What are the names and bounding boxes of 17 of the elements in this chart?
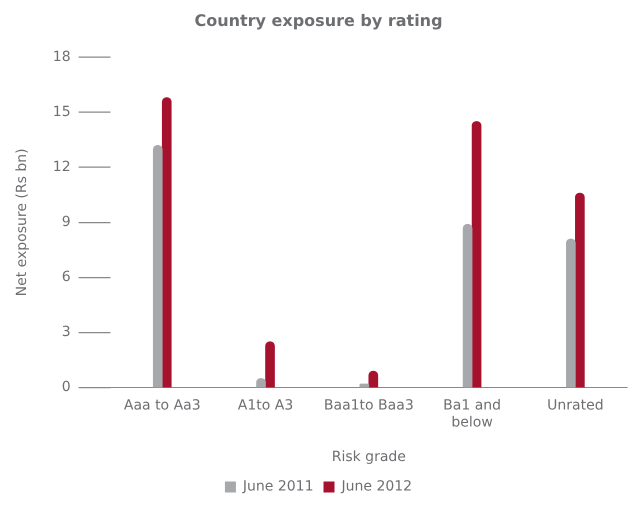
- x-tick-label: Aaa to Aa3: [124, 398, 201, 414]
- y-tick-label: 6: [62, 269, 71, 286]
- legend-label: June 2012: [340, 478, 412, 495]
- y-tick-label: 15: [52, 104, 71, 120]
- y-tick-label: 3: [62, 324, 71, 340]
- x-axis-title: Risk grade: [332, 449, 406, 466]
- y-tick-label: 12: [52, 158, 71, 175]
- y-tick-label: 9: [62, 214, 71, 230]
- y-axis-title: Net exposure (Rs bn): [14, 148, 30, 296]
- y-tick-label: 0: [62, 379, 71, 396]
- chart-title: Country exposure by rating: [194, 10, 443, 30]
- x-tick-label: Ba1 and below: [443, 398, 502, 430]
- legend-label: June 2011: [242, 478, 314, 495]
- x-tick-label: A1to A3: [238, 398, 294, 414]
- x-tick-label: Baa1to Baa3: [324, 398, 414, 414]
- x-tick-label: Unrated: [547, 398, 604, 414]
- y-tick-label: 18: [52, 48, 71, 65]
